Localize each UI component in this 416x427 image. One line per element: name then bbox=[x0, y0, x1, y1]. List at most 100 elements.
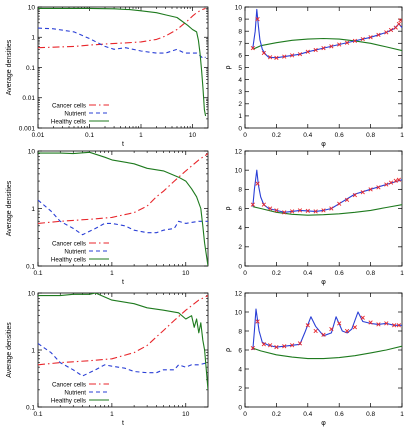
data-point bbox=[337, 42, 342, 47]
x-tick-label: 0.4 bbox=[303, 270, 312, 277]
data-point bbox=[337, 321, 342, 326]
data-point bbox=[297, 208, 303, 213]
y-tick-label: 5 bbox=[238, 65, 242, 72]
series-line-1 bbox=[38, 199, 208, 236]
series-line-0 bbox=[38, 7, 206, 49]
data-point bbox=[268, 55, 273, 60]
y-tick-label: 10 bbox=[28, 4, 36, 11]
legend-label: Cancer cells bbox=[52, 102, 86, 109]
data-point bbox=[376, 185, 381, 190]
x-tick-label: 0.1 bbox=[85, 132, 94, 139]
data-point bbox=[282, 210, 287, 215]
chart-panel-row2-left: 0.1 1 10 0.1 1 10 t Average densities Cancer cel… bbox=[6, 148, 209, 286]
series-group bbox=[250, 308, 402, 360]
plot-frame bbox=[244, 292, 403, 408]
x-axis-label: t bbox=[122, 141, 124, 148]
chart-panel-row3-left: 0.1 1 10 0.1 1 10 t Average densities Cancer cel… bbox=[6, 290, 209, 427]
x-tick-label: 0.1 bbox=[33, 411, 42, 418]
y-tick-label: 8 bbox=[238, 187, 242, 194]
data-point bbox=[305, 323, 310, 328]
data-point bbox=[384, 321, 389, 326]
x-tick-label: 1 bbox=[400, 132, 404, 139]
y-tick-label: 0.1 bbox=[26, 404, 35, 411]
series-line-0 bbox=[252, 204, 402, 216]
data-point bbox=[368, 187, 373, 192]
x-axis-label: t bbox=[122, 420, 124, 427]
y-tick-label: 0.1 bbox=[26, 263, 35, 270]
x-tick-label: 1 bbox=[139, 132, 143, 139]
data-point bbox=[321, 208, 326, 213]
data-point bbox=[305, 208, 310, 214]
data-point bbox=[368, 35, 373, 40]
data-point bbox=[297, 52, 303, 57]
data-point bbox=[360, 36, 365, 42]
data-point bbox=[255, 181, 260, 186]
series-line-0 bbox=[38, 295, 208, 366]
data-point bbox=[329, 206, 334, 211]
x-tick-label: 0.8 bbox=[366, 132, 375, 139]
y-tick-label: 0 bbox=[238, 125, 242, 132]
data-point bbox=[289, 53, 295, 58]
series-group bbox=[38, 7, 207, 117]
y-axis-label: ρ bbox=[225, 65, 232, 69]
x-tick-label: 0 bbox=[243, 270, 247, 277]
legend-label: Healthy cells bbox=[51, 397, 86, 404]
y-axis-label: Average densities bbox=[6, 180, 13, 236]
x-tick-label: 10 bbox=[189, 132, 197, 139]
x-tick-label: 0.2 bbox=[272, 132, 281, 139]
data-point bbox=[305, 49, 310, 54]
data-point bbox=[352, 325, 358, 330]
y-axis-label: Average densities bbox=[6, 322, 13, 378]
x-axis-label: φ bbox=[321, 420, 326, 427]
y-tick-label: 0.1 bbox=[26, 65, 35, 72]
x-tick-label: 0.1 bbox=[33, 270, 42, 277]
data-point bbox=[376, 32, 381, 37]
data-point bbox=[360, 190, 365, 195]
data-point bbox=[396, 323, 401, 328]
plot-frame bbox=[244, 6, 403, 129]
x-tick-label: 0 bbox=[243, 411, 247, 418]
y-tick-label: 2 bbox=[238, 101, 242, 108]
x-axis-label: φ bbox=[321, 279, 326, 286]
x-axis-label: t bbox=[122, 279, 124, 286]
data-point bbox=[268, 206, 273, 211]
y-tick-label: 6 bbox=[238, 206, 242, 213]
data-point bbox=[393, 178, 398, 183]
x-tick-label: 0.6 bbox=[335, 270, 344, 277]
data-point bbox=[398, 18, 402, 23]
x-tick-label: 0.2 bbox=[272, 270, 281, 277]
y-tick-label: 10 bbox=[28, 290, 36, 297]
data-point bbox=[250, 202, 255, 207]
legend-label: Nutrient bbox=[64, 110, 86, 117]
data-point bbox=[344, 197, 350, 202]
y-tick-label: 2 bbox=[238, 385, 242, 392]
x-tick-label: 1 bbox=[400, 270, 404, 277]
y-tick-label: 4 bbox=[238, 77, 242, 84]
data-point bbox=[329, 326, 334, 332]
y-tick-label: 12 bbox=[235, 290, 243, 297]
x-tick-label: 0 bbox=[243, 132, 247, 139]
data-point bbox=[352, 192, 358, 198]
data-point bbox=[274, 208, 279, 213]
data-point bbox=[352, 38, 358, 43]
data-point bbox=[344, 40, 350, 45]
x-tick-label: 10 bbox=[182, 411, 190, 418]
legend-label: Nutrient bbox=[64, 389, 86, 396]
x-tick-label: 0.01 bbox=[32, 132, 45, 139]
x-tick-label: 1 bbox=[110, 270, 114, 277]
data-point bbox=[268, 343, 273, 348]
y-tick-label: 0.001 bbox=[19, 125, 36, 132]
series-group bbox=[38, 151, 208, 266]
y-tick-label: 1 bbox=[31, 35, 35, 42]
y-axis-label: Average densities bbox=[6, 39, 13, 95]
data-point bbox=[282, 54, 287, 59]
x-tick-label: 0.2 bbox=[272, 411, 281, 418]
series-line-0 bbox=[38, 153, 208, 224]
data-point bbox=[250, 345, 255, 351]
data-point bbox=[313, 47, 318, 53]
data-point bbox=[384, 182, 389, 187]
data-point bbox=[313, 328, 318, 334]
